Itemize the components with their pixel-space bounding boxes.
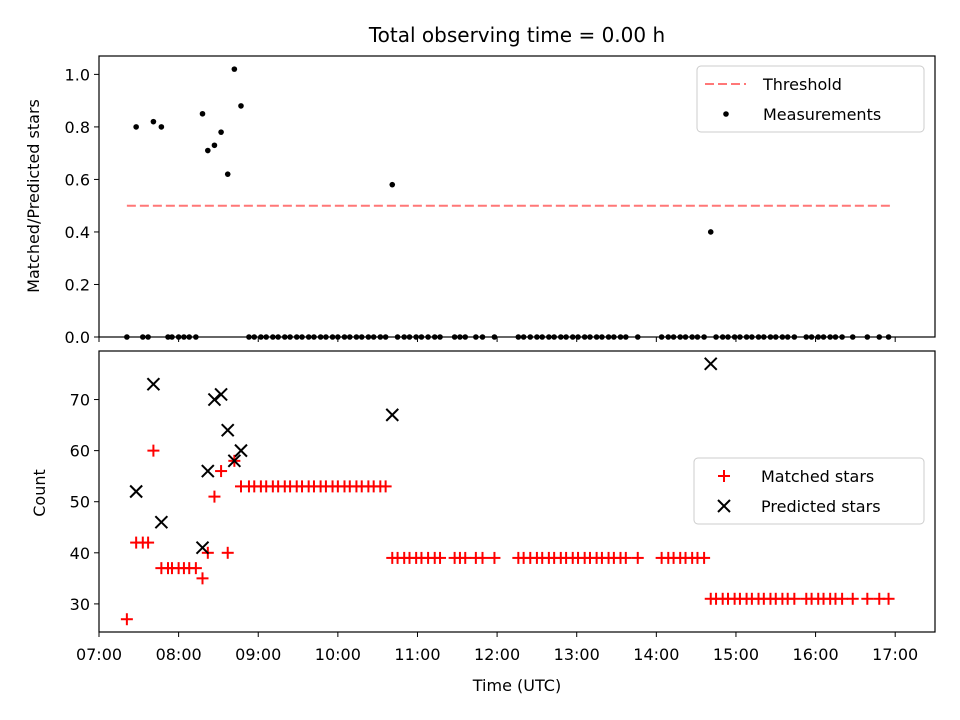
matched-star-point	[882, 592, 895, 605]
predicted-star-point	[214, 387, 228, 402]
predicted-star-point	[221, 423, 235, 437]
bottom-legend: Matched stars Predicted stars	[693, 457, 925, 525]
matched-star-point	[861, 592, 874, 605]
legend-measurements-swatch	[723, 111, 729, 117]
bottom-y-tick-label: 60	[70, 442, 90, 461]
legend-predicted-swatch	[717, 499, 731, 513]
x-tick-label: 12:00	[474, 645, 520, 664]
predicted-star-point	[207, 392, 222, 407]
legend-matched-label: Matched stars	[761, 467, 874, 486]
x-tick-label: 08:00	[156, 645, 202, 664]
top-y-tick-label: 1.0	[65, 65, 90, 84]
top-y-tick-label: 0.2	[65, 275, 90, 294]
top-y-tick-label: 0.8	[65, 118, 90, 137]
top-panel: Total observing time = 0.00 h Matched/Pr…	[24, 23, 936, 347]
bottom-y-tick-label: 70	[70, 391, 90, 410]
matched-star-point	[379, 480, 392, 493]
measurement-point	[133, 124, 139, 130]
measurement-point	[211, 142, 218, 149]
legend-threshold-label: Threshold	[762, 75, 842, 94]
matched-star-point	[631, 551, 644, 564]
top-plot-frame	[98, 55, 936, 338]
matched-star-point	[459, 551, 472, 564]
predicted-star-point	[385, 408, 399, 422]
bottom-legend-box	[693, 457, 925, 525]
x-axis-label: Time (UTC)	[472, 676, 561, 695]
measurement-point	[389, 181, 396, 188]
matched-star-point	[208, 490, 221, 503]
x-tick-label: 16:00	[793, 645, 839, 664]
matched-star-point	[434, 551, 447, 564]
predicted-star-point	[234, 443, 248, 458]
legend-matched-swatch	[718, 470, 730, 482]
chart-title: Total observing time = 0.00 h	[368, 23, 665, 47]
matched-star-point	[142, 536, 155, 549]
x-tick-label: 14:00	[633, 645, 679, 664]
legend-predicted-label: Predicted stars	[761, 497, 881, 516]
matched-star-point	[120, 613, 133, 626]
measurement-point	[218, 129, 224, 135]
matched-star-point	[196, 572, 209, 585]
x-tick-label: 17:00	[872, 645, 918, 664]
matched-star-point	[846, 592, 859, 605]
x-tick-label: 13:00	[554, 645, 600, 664]
measurement-point	[224, 171, 231, 177]
matched-star-point	[698, 551, 711, 564]
bottom-y-tick-label: 30	[70, 595, 90, 614]
measurement-point	[238, 103, 244, 109]
bottom-y-axis-label: Count	[30, 469, 49, 517]
x-tick-label: 15:00	[713, 645, 759, 664]
matched-star-point	[619, 551, 632, 564]
predicted-star-point	[129, 484, 143, 499]
bottom-y-tick-label: 50	[70, 493, 90, 512]
bottom-plot-frame	[98, 350, 936, 633]
predicted-star-point	[704, 357, 718, 371]
matched-star-point	[788, 592, 801, 605]
predicted-star-point	[201, 464, 215, 478]
x-tick-label: 10:00	[315, 645, 361, 664]
top-y-tick-label: 0.4	[65, 223, 90, 242]
measurement-point	[205, 147, 211, 154]
measurement-point	[150, 118, 157, 125]
legend-measurements-label: Measurements	[763, 105, 881, 124]
x-tick-label: 07:00	[76, 645, 122, 664]
matched-star-point	[836, 592, 849, 605]
matched-star-point	[147, 444, 160, 457]
measurement-point	[199, 110, 206, 117]
top-y-tick-label: 0.6	[65, 170, 90, 189]
bottom-y-tick-label: 40	[70, 544, 90, 563]
matched-star-point	[215, 465, 228, 478]
predicted-star-point	[154, 515, 169, 529]
bottom-panel: Count Time (UTC) 30 40 50 60 70 07:00 08:00 09…	[30, 350, 936, 695]
top-y-axis-label: Matched/Predicted stars	[24, 99, 43, 293]
matched-star-point	[221, 546, 234, 559]
matched-star-point	[488, 551, 501, 564]
measurement-point	[158, 124, 165, 130]
predicted-star-point	[227, 454, 242, 468]
matched-star-point	[189, 562, 202, 575]
top-legend-box	[696, 65, 925, 133]
predicted-star-point	[146, 377, 161, 391]
predicted-star-point	[195, 540, 210, 555]
top-legend: Threshold Measurements	[696, 65, 925, 133]
measurement-point	[707, 229, 714, 235]
top-y-tick-label: 0.0	[65, 328, 90, 347]
matched-star-point	[476, 551, 489, 564]
x-tick-label: 11:00	[394, 645, 440, 664]
x-tick-label: 09:00	[235, 645, 281, 664]
measurement-point	[231, 66, 238, 72]
